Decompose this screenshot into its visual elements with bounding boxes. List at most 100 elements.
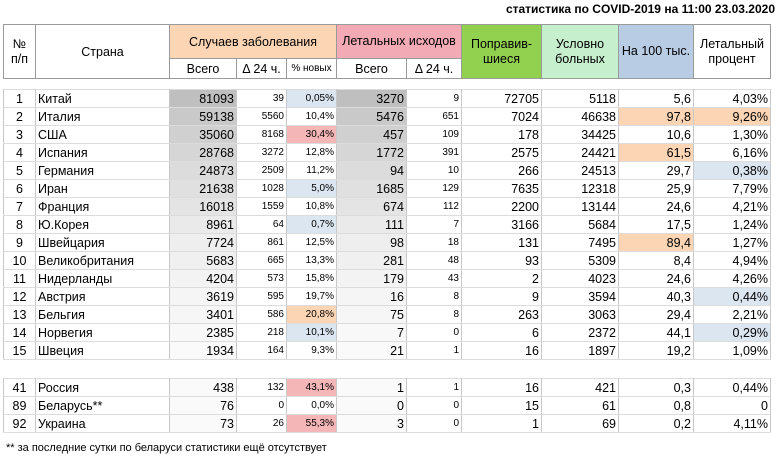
cases-delta-cell: 39 [236, 89, 287, 108]
country-name-cell: Испания [35, 143, 170, 162]
cases-delta-cell: 218 [236, 323, 287, 342]
lethal-pct-cell: 6,16% [693, 143, 771, 162]
row-num-cell: 3 [3, 125, 36, 144]
deaths-delta-cell: 651 [406, 107, 462, 126]
row-num-cell: 2 [3, 107, 36, 126]
cases-total-cell: 76 [169, 396, 237, 415]
recovered-cell: 72705 [461, 89, 542, 108]
deaths-total-cell: 98 [336, 233, 407, 252]
table-row: 7 Франция 16018 1559 10,8% 674 112 2200 13144 24,… [3, 197, 771, 216]
header-deaths-total: Всего [336, 58, 407, 79]
deaths-delta-cell: 43 [406, 269, 462, 288]
cases-total-cell: 81093 [169, 89, 237, 108]
sick-cell: 5118 [541, 89, 619, 108]
cases-pct-cell: 10,1% [286, 323, 337, 342]
country-name-cell: Иран [35, 179, 170, 198]
per100-cell: 61,5 [618, 143, 694, 162]
recovered-cell: 9 [461, 287, 542, 306]
cases-pct-cell: 0,05% [286, 89, 337, 108]
cases-total-cell: 1934 [169, 341, 237, 360]
lethal-pct-cell: 0,29% [693, 323, 771, 342]
country-name-cell: Нидерланды [35, 269, 170, 288]
cases-total-cell: 3401 [169, 305, 237, 324]
recovered-cell: 7024 [461, 107, 542, 126]
cases-delta-cell: 8168 [236, 125, 287, 144]
cases-delta-cell: 164 [236, 341, 287, 360]
country-name-cell: Норвегия [35, 323, 170, 342]
deaths-total-cell: 16 [336, 287, 407, 306]
deaths-delta-cell: 8 [406, 305, 462, 324]
cases-total-cell: 5683 [169, 251, 237, 270]
sick-cell: 5309 [541, 251, 619, 270]
header-num: № п/п [3, 24, 36, 79]
cases-total-cell: 7724 [169, 233, 237, 252]
cases-delta-cell: 1559 [236, 197, 287, 216]
lethal-pct-cell: 1,09% [693, 341, 771, 360]
row-num-cell: 4 [3, 143, 36, 162]
sick-cell: 24513 [541, 161, 619, 180]
per100-cell: 5,6 [618, 89, 694, 108]
table-row: 41 Россия 438 132 43,1% 1 1 16 421 0,3 0,44% [3, 378, 771, 397]
deaths-delta-cell: 0 [406, 396, 462, 415]
cases-delta-cell: 64 [236, 215, 287, 234]
covid-table: № п/п Страна Случаев заболевания Летальн… [3, 24, 771, 433]
country-name-cell: Австрия [35, 287, 170, 306]
cases-total-cell: 16018 [169, 197, 237, 216]
cases-delta-cell: 586 [236, 305, 287, 324]
table-row: 3 США 35060 8168 30,4% 457 109 178 34425 10,6 1,30… [3, 125, 771, 144]
sick-cell: 12318 [541, 179, 619, 198]
per100-cell: 0,2 [618, 414, 694, 433]
sick-cell: 1897 [541, 341, 619, 360]
cases-total-cell: 28768 [169, 143, 237, 162]
deaths-total-cell: 179 [336, 269, 407, 288]
lethal-pct-cell: 4,94% [693, 251, 771, 270]
row-num-cell: 41 [3, 378, 36, 397]
table-row: 92 Украина 73 26 55,3% 3 0 1 69 0,2 4,11% [3, 414, 771, 433]
row-num-cell: 89 [3, 396, 36, 415]
row-num-cell: 92 [3, 414, 36, 433]
deaths-total-cell: 7 [336, 323, 407, 342]
cases-total-cell: 8961 [169, 215, 237, 234]
lethal-pct-cell: 0,44% [693, 378, 771, 397]
cases-delta-cell: 26 [236, 414, 287, 433]
sick-cell: 7495 [541, 233, 619, 252]
lethal-pct-cell: 9,26% [693, 107, 771, 126]
cases-pct-cell: 10,4% [286, 107, 337, 126]
per100-cell: 8,4 [618, 251, 694, 270]
table-row: 8 Ю.Корея 8961 64 0,7% 111 7 3166 5684 17,5 1,24% [3, 215, 771, 234]
row-num-cell: 14 [3, 323, 36, 342]
sick-cell: 61 [541, 396, 619, 415]
recovered-cell: 93 [461, 251, 542, 270]
deaths-delta-cell: 48 [406, 251, 462, 270]
lethal-pct-cell: 4,26% [693, 269, 771, 288]
country-name-cell: Швеция [35, 341, 170, 360]
lethal-pct-cell: 0,44% [693, 287, 771, 306]
lethal-pct-cell: 1,30% [693, 125, 771, 144]
per100-cell: 29,4 [618, 305, 694, 324]
row-num-cell: 6 [3, 179, 36, 198]
lethal-pct-cell: 1,24% [693, 215, 771, 234]
cases-delta-cell: 0 [236, 396, 287, 415]
per100-cell: 89,4 [618, 233, 694, 252]
country-name-cell: Беларусь** [35, 396, 170, 415]
sick-cell: 421 [541, 378, 619, 397]
recovered-cell: 178 [461, 125, 542, 144]
row-num-cell: 12 [3, 287, 36, 306]
cases-pct-cell: 0,0% [286, 396, 337, 415]
row-num-cell: 9 [3, 233, 36, 252]
row-num-cell: 13 [3, 305, 36, 324]
recovered-cell: 266 [461, 161, 542, 180]
cases-pct-cell: 12,5% [286, 233, 337, 252]
cases-pct-cell: 30,4% [286, 125, 337, 144]
cases-delta-cell: 861 [236, 233, 287, 252]
recovered-cell: 2575 [461, 143, 542, 162]
recovered-cell: 6 [461, 323, 542, 342]
deaths-delta-cell: 129 [406, 179, 462, 198]
lethal-pct-cell: 4,11% [693, 414, 771, 433]
deaths-delta-cell: 1 [406, 341, 462, 360]
recovered-cell: 16 [461, 341, 542, 360]
per100-cell: 25,9 [618, 179, 694, 198]
sick-cell: 24421 [541, 143, 619, 162]
country-name-cell: Китай [35, 89, 170, 108]
